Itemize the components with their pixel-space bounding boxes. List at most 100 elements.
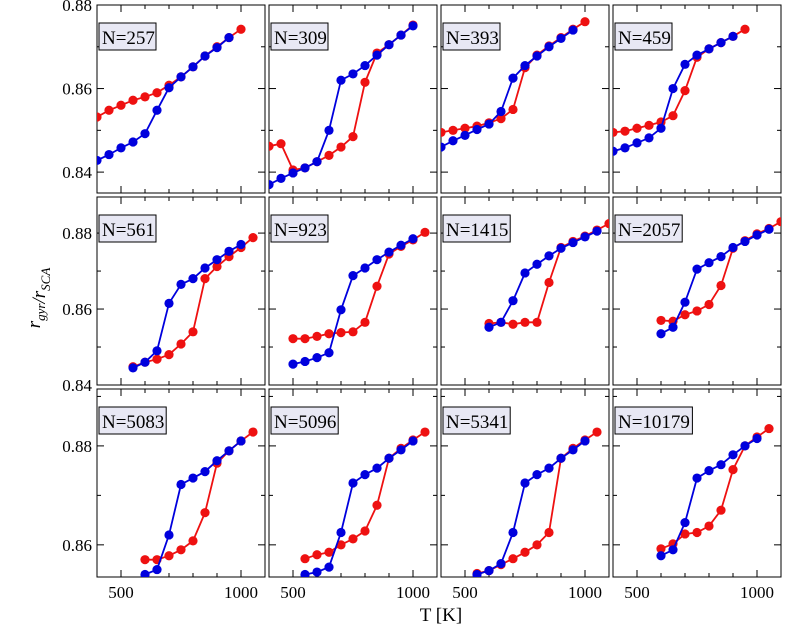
blue-data-point [384, 453, 394, 463]
blue-data-point [200, 263, 210, 273]
blue-data-point [532, 51, 542, 61]
blue-data-point [224, 446, 234, 456]
panel-frame [612, 4, 782, 194]
red-data-point [613, 127, 618, 138]
red-data-point [592, 427, 602, 437]
red-series-line [293, 231, 426, 340]
plot-area [128, 233, 258, 373]
red-data-point [680, 86, 690, 96]
red-data-point [300, 554, 310, 564]
blue-data-point [740, 441, 750, 451]
blue-data-point [152, 564, 162, 575]
red-data-point [248, 233, 258, 243]
panel-label-text: N=5083 [102, 412, 164, 433]
red-data-point [312, 550, 322, 560]
blue-data-point [372, 50, 382, 60]
red-data-point [496, 114, 506, 124]
red-data-point [740, 24, 750, 34]
red-data-point [372, 500, 382, 510]
blue-data-point [324, 562, 334, 572]
red-data-point [656, 544, 666, 554]
blue-data-point [396, 240, 406, 250]
red-data-point [140, 555, 150, 565]
panels-group: 0.840.860.88N=257 N=309 N=393 N=4590.840.86… [62, 0, 782, 602]
blue-data-point [508, 527, 518, 538]
red-series-line [660, 427, 770, 550]
red-data-point [508, 319, 518, 329]
red-data-point [441, 127, 446, 138]
plot-area [656, 423, 774, 561]
red-data-point [176, 339, 186, 349]
panel-label: N=309 [270, 22, 329, 51]
blue-data-point [656, 329, 666, 339]
blue-data-point [336, 527, 346, 538]
panel-label-box [614, 406, 693, 435]
blue-data-point [496, 106, 506, 117]
blue-series-line [304, 440, 414, 576]
blue-data-point [408, 436, 418, 446]
blue-data-point [360, 263, 370, 273]
blue-data-point [164, 530, 174, 540]
panel: N=1415 [440, 196, 610, 386]
blue-data-point [200, 51, 210, 61]
blue-data-point [520, 478, 530, 488]
blue-data-point [384, 40, 394, 50]
red-data-point [152, 88, 162, 98]
red-data-point [360, 77, 370, 87]
red-data-point [776, 217, 781, 227]
panel-label: N=5083 [98, 406, 167, 435]
red-data-point [212, 261, 222, 272]
red-data-point [716, 505, 726, 515]
blue-data-point [104, 149, 114, 160]
panel-label-text: N=309 [274, 28, 327, 49]
blue-data-point [520, 268, 530, 278]
blue-data-point [668, 83, 678, 94]
blue-series-line [660, 228, 770, 335]
panel-label-box [98, 406, 167, 435]
panel-frame [440, 388, 610, 578]
blue-data-point [484, 565, 494, 576]
red-data-point [668, 111, 678, 121]
blue-data-point [580, 436, 590, 446]
x-tick-label: 1000 [396, 583, 430, 602]
blue-data-point [164, 83, 174, 93]
blue-data-point [360, 469, 370, 480]
blue-data-point [312, 567, 322, 577]
red-data-point [704, 299, 714, 310]
blue-data-point [692, 473, 702, 483]
blue-data-point [372, 255, 382, 265]
panel-label-text: N=5341 [446, 412, 508, 433]
panel: 500 1000 N=5096 [268, 388, 438, 602]
blue-data-point [188, 473, 198, 483]
red-data-point [420, 427, 430, 437]
plot-area [97, 24, 246, 166]
blue-data-point [128, 137, 138, 147]
red-data-point [104, 105, 114, 115]
blue-data-point [441, 142, 446, 152]
blue-data-point [312, 353, 322, 363]
red-data-point [324, 150, 334, 160]
blue-data-point [224, 32, 234, 43]
blue-data-point [668, 545, 678, 555]
panel-label-text: N=5096 [274, 412, 336, 433]
plot-area [613, 24, 750, 156]
blue-data-point [668, 322, 678, 332]
blue-data-point [692, 264, 702, 274]
panel-label: N=1415 [442, 214, 511, 243]
red-data-point [420, 227, 430, 237]
blue-data-point [728, 450, 738, 460]
blue-data-point [764, 224, 774, 234]
blue-data-point [656, 123, 666, 133]
panel-label: N=2057 [614, 214, 683, 243]
blue-data-point [212, 255, 222, 265]
x-axis-label: T [K] [420, 605, 462, 626]
blue-series-line [613, 35, 734, 153]
blue-data-point [544, 463, 554, 473]
blue-data-point [269, 180, 274, 190]
blue-data-point [556, 33, 566, 44]
red-data-point [336, 327, 346, 338]
blue-data-point [716, 252, 726, 262]
blue-series-line [292, 238, 414, 365]
red-data-point [324, 329, 334, 339]
